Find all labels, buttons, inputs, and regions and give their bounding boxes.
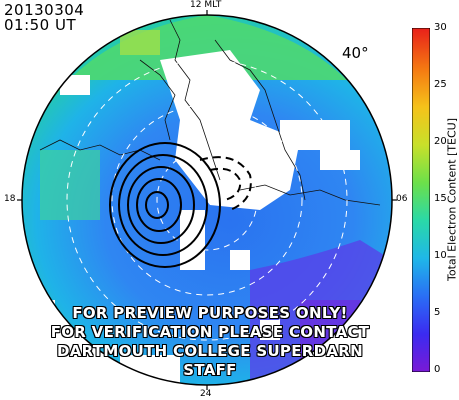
- overlay-line-3: DARTMOUTH COLLEGE SUPERDARN STAFF: [57, 342, 363, 379]
- overlay-line-2: FOR VERIFICATION PLEASE CONTACT: [50, 323, 370, 341]
- convection-contours: [109, 142, 252, 268]
- colorbar: [412, 28, 430, 372]
- colorbar-tick-0: 0: [434, 364, 441, 375]
- latitude-label: 40°: [342, 44, 369, 62]
- colorbar-title: Total Electron Content [TECU]: [445, 117, 459, 282]
- colorbar-tick-20: 20: [434, 136, 447, 147]
- colorbar-tick-15: 15: [434, 193, 447, 204]
- colorbar-tick-25: 25: [434, 79, 447, 90]
- date-label: 20130304: [4, 1, 85, 19]
- preview-overlay: FOR PREVIEW PURPOSES ONLY! FOR VERIFICAT…: [40, 304, 380, 380]
- mlt-06-label: 06: [396, 194, 408, 204]
- time-label: 01:50 UT: [4, 16, 77, 34]
- colorbar-tick-30: 30: [434, 22, 447, 33]
- mlt-18-label: 18: [4, 194, 16, 204]
- colorbar-tick-5: 5: [434, 307, 441, 318]
- mlt-12-label: 12 MLT: [190, 0, 222, 10]
- latitude-circles: [66, 59, 348, 341]
- mlt-ticks: [17, 10, 397, 390]
- overlay-line-1: FOR PREVIEW PURPOSES ONLY!: [72, 304, 348, 322]
- colorbar-tick-10: 10: [434, 250, 447, 261]
- mlt-24-label: 24: [200, 389, 212, 399]
